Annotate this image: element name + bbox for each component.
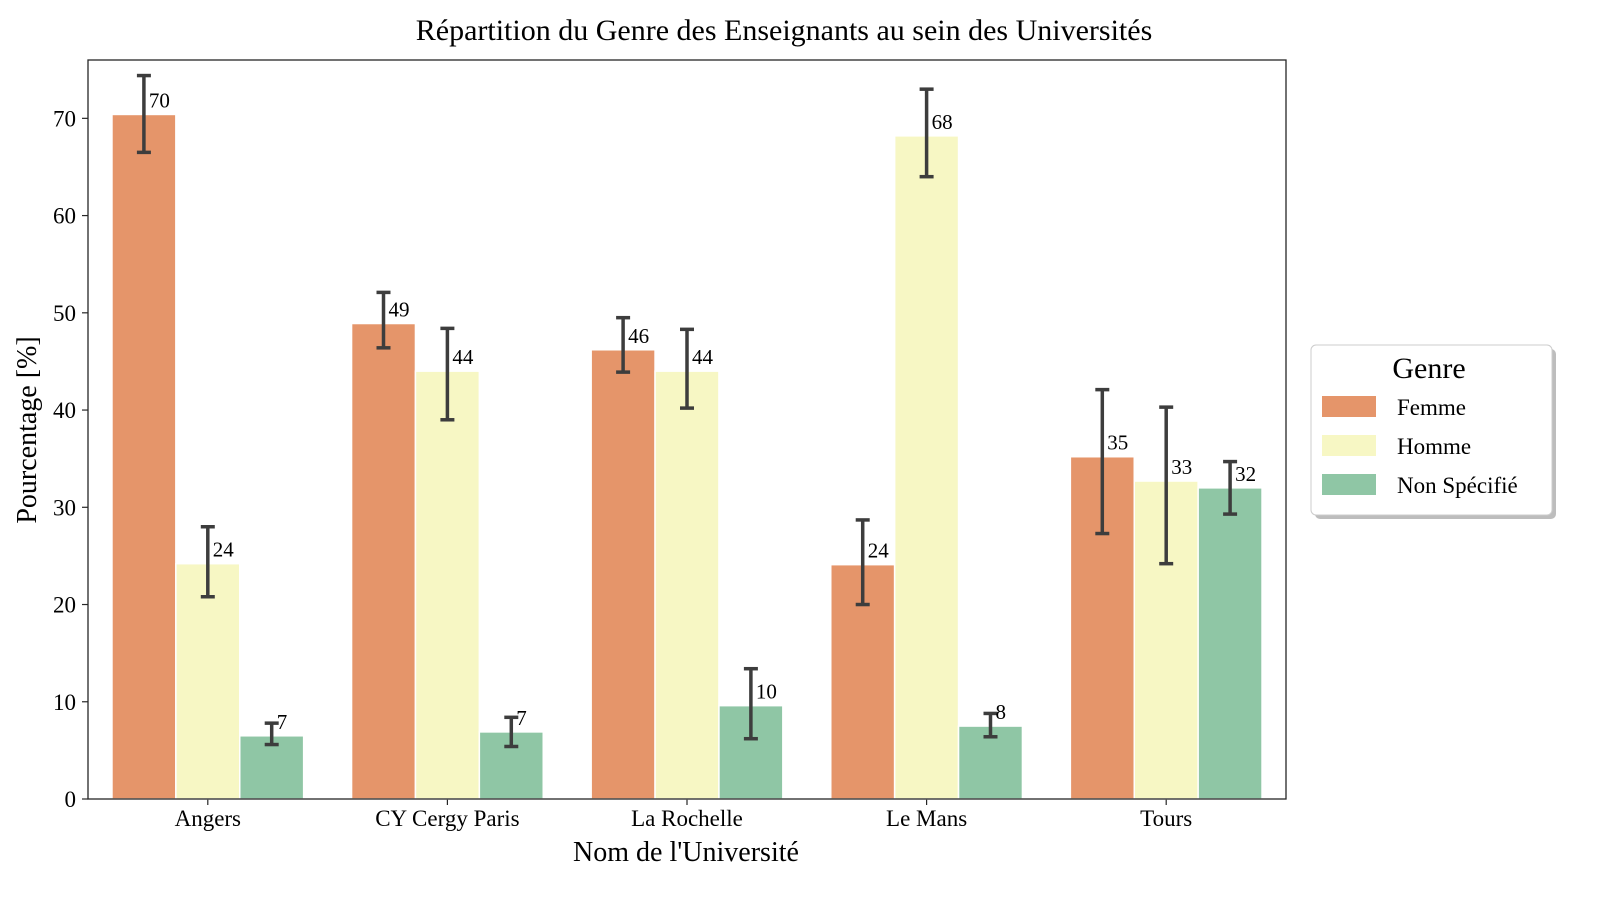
data-label: 33	[1171, 455, 1192, 479]
legend-entry: Homme	[1397, 434, 1471, 459]
error-bar	[136, 73, 151, 155]
data-label: 8	[995, 700, 1006, 724]
data-label: 68	[932, 110, 953, 134]
error-bar	[616, 315, 631, 374]
y-tick-label: 0	[65, 787, 77, 812]
y-tick-label: 40	[53, 398, 76, 423]
x-axis-label: Nom de l'Université	[573, 837, 799, 868]
bar	[590, 349, 656, 800]
bar	[175, 562, 241, 800]
y-tick-label: 20	[53, 593, 76, 618]
bar	[1197, 487, 1263, 800]
error-bar	[1095, 387, 1110, 536]
data-label: 46	[628, 324, 649, 348]
x-tick-label: Le Mans	[886, 806, 967, 831]
error-bar	[504, 715, 519, 749]
x-tick-label: Angers	[175, 806, 241, 831]
bar	[654, 370, 720, 800]
x-tick-label: Tours	[1140, 806, 1192, 831]
error-bar	[440, 326, 455, 422]
data-label: 44	[692, 345, 714, 369]
data-label: 49	[389, 298, 410, 322]
legend-swatch	[1322, 435, 1376, 456]
legend-swatch	[1322, 474, 1376, 495]
bar	[111, 113, 177, 800]
x-tick-label: CY Cergy Paris	[375, 806, 519, 831]
bar	[414, 370, 481, 800]
data-label: 35	[1107, 431, 1128, 455]
error-bar	[200, 524, 215, 599]
legend: Genre Femme Homme Non Spécifié	[1310, 344, 1556, 519]
data-label: 44	[452, 345, 474, 369]
plot-area: 0 10 20 30 40 50 60 70 Angers CY Cergy Paris La Ro…	[53, 73, 1263, 831]
legend-entry: Femme	[1397, 395, 1466, 420]
error-bar	[743, 666, 758, 741]
error-bar	[855, 518, 870, 607]
y-tick-label: 60	[53, 204, 76, 229]
bar	[893, 135, 960, 800]
legend-box	[1310, 344, 1553, 516]
error-bar	[264, 721, 279, 747]
data-label: 7	[277, 710, 288, 734]
legend-title: Genre	[1392, 352, 1465, 385]
error-bar	[1159, 405, 1174, 566]
legend-entry: Non Spécifié	[1397, 473, 1518, 498]
error-bar	[680, 327, 694, 410]
y-tick-label: 50	[53, 301, 76, 326]
y-axis-label: Pourcentage [%]	[12, 336, 43, 523]
error-bar	[983, 711, 998, 739]
legend-swatch	[1322, 396, 1376, 417]
data-label: 70	[149, 88, 170, 112]
error-bar	[919, 87, 934, 179]
error-bar	[376, 290, 391, 350]
plot-frame	[87, 59, 1287, 800]
data-label: 10	[756, 680, 777, 704]
bar	[350, 322, 417, 800]
data-label: 24	[213, 538, 235, 562]
x-tick-label: La Rochelle	[631, 806, 743, 831]
data-label: 24	[868, 539, 890, 563]
chart-title: Répartition du Genre des Enseignants au …	[416, 14, 1153, 47]
y-tick-label: 10	[53, 690, 76, 715]
y-tick-label: 70	[53, 106, 76, 131]
data-label: 7	[516, 706, 527, 730]
error-bar	[1223, 459, 1238, 516]
y-tick-label: 30	[53, 495, 76, 520]
data-label: 32	[1235, 462, 1256, 486]
